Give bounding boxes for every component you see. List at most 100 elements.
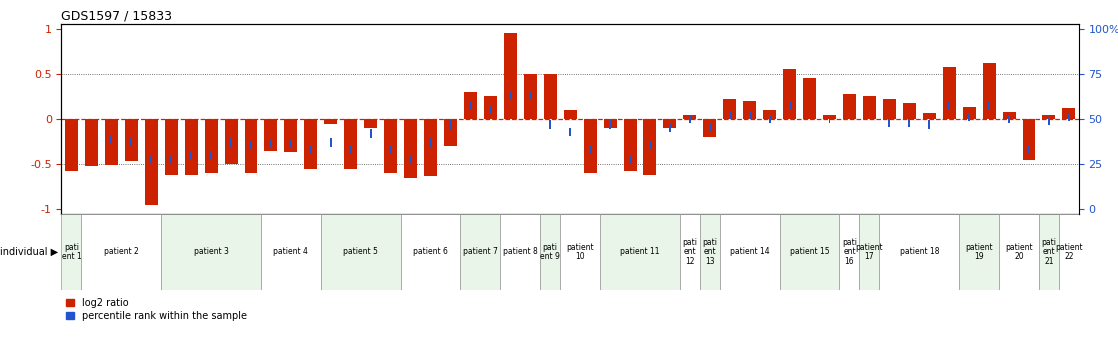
Text: pati
ent
21: pati ent 21: [1042, 238, 1057, 266]
Bar: [105, 119, 117, 165]
Bar: [304, 119, 318, 169]
Bar: [624, 119, 636, 170]
Bar: [828, 115, 831, 123]
Text: patient 5: patient 5: [343, 247, 378, 256]
Bar: [560, 214, 600, 290]
Bar: [61, 214, 82, 290]
Bar: [1048, 117, 1050, 125]
Bar: [779, 214, 840, 290]
Bar: [210, 151, 212, 159]
Bar: [1008, 115, 1010, 123]
Bar: [1023, 119, 1035, 160]
Text: pati
ent
13: pati ent 13: [702, 238, 718, 266]
Text: patient 7: patient 7: [463, 247, 498, 256]
Bar: [863, 97, 875, 119]
Bar: [683, 115, 697, 119]
Bar: [250, 142, 252, 150]
Bar: [190, 151, 192, 159]
Bar: [470, 102, 472, 110]
Text: pati
ent 1: pati ent 1: [61, 243, 82, 261]
Bar: [161, 214, 260, 290]
Bar: [324, 119, 338, 124]
Bar: [429, 138, 432, 147]
Text: patient 11: patient 11: [620, 247, 660, 256]
Bar: [400, 214, 461, 290]
Bar: [589, 146, 591, 154]
Bar: [663, 119, 676, 128]
Bar: [170, 155, 172, 163]
Bar: [749, 111, 750, 119]
Bar: [843, 94, 856, 119]
Bar: [600, 214, 680, 290]
Bar: [484, 97, 496, 119]
Bar: [983, 63, 996, 119]
Bar: [703, 119, 717, 137]
Bar: [999, 214, 1039, 290]
Bar: [689, 115, 691, 123]
Bar: [290, 140, 292, 148]
Bar: [543, 74, 557, 119]
Bar: [644, 119, 656, 175]
Bar: [1059, 214, 1079, 290]
Bar: [569, 128, 571, 136]
Bar: [849, 111, 851, 119]
Bar: [260, 214, 321, 290]
Bar: [524, 74, 537, 119]
Bar: [769, 115, 770, 123]
Bar: [344, 119, 358, 169]
Bar: [928, 120, 930, 128]
Bar: [245, 119, 257, 173]
Text: patient 6: patient 6: [414, 247, 448, 256]
Text: pati
ent
12: pati ent 12: [682, 238, 698, 266]
Bar: [131, 137, 132, 145]
Bar: [530, 91, 531, 100]
Bar: [880, 214, 959, 290]
Bar: [1039, 214, 1059, 290]
Bar: [629, 155, 631, 163]
Bar: [504, 33, 517, 119]
Bar: [330, 138, 332, 147]
Bar: [823, 115, 836, 119]
Bar: [444, 119, 457, 146]
Text: patient 18: patient 18: [900, 247, 939, 256]
Bar: [563, 110, 577, 119]
Bar: [225, 119, 237, 164]
Bar: [540, 214, 560, 290]
Bar: [230, 138, 231, 147]
Bar: [184, 119, 198, 175]
Bar: [840, 214, 860, 290]
Bar: [909, 119, 910, 127]
Text: individual ▶: individual ▶: [0, 247, 58, 257]
Text: GDS1597 / 15833: GDS1597 / 15833: [61, 10, 172, 23]
Bar: [321, 214, 400, 290]
Bar: [723, 99, 737, 119]
Bar: [680, 214, 700, 290]
Text: patient
19: patient 19: [965, 243, 993, 261]
Bar: [700, 214, 720, 290]
Bar: [968, 113, 970, 121]
Bar: [82, 214, 161, 290]
Bar: [860, 214, 880, 290]
Bar: [164, 119, 178, 175]
Text: patient 14: patient 14: [730, 247, 769, 256]
Bar: [265, 119, 277, 151]
Bar: [959, 214, 999, 290]
Bar: [788, 102, 790, 110]
Bar: [404, 119, 417, 178]
Bar: [271, 140, 272, 148]
Bar: [385, 119, 397, 173]
Bar: [988, 102, 991, 110]
Bar: [111, 135, 112, 143]
Bar: [1068, 113, 1070, 121]
Bar: [510, 91, 511, 100]
Bar: [370, 129, 371, 138]
Bar: [743, 101, 756, 119]
Text: patient 3: patient 3: [193, 247, 228, 256]
Bar: [85, 119, 98, 166]
Text: patient 8: patient 8: [503, 247, 538, 256]
Bar: [808, 100, 811, 109]
Bar: [729, 111, 731, 119]
Text: pati
ent 9: pati ent 9: [540, 243, 560, 261]
Bar: [669, 124, 671, 132]
Bar: [461, 214, 501, 290]
